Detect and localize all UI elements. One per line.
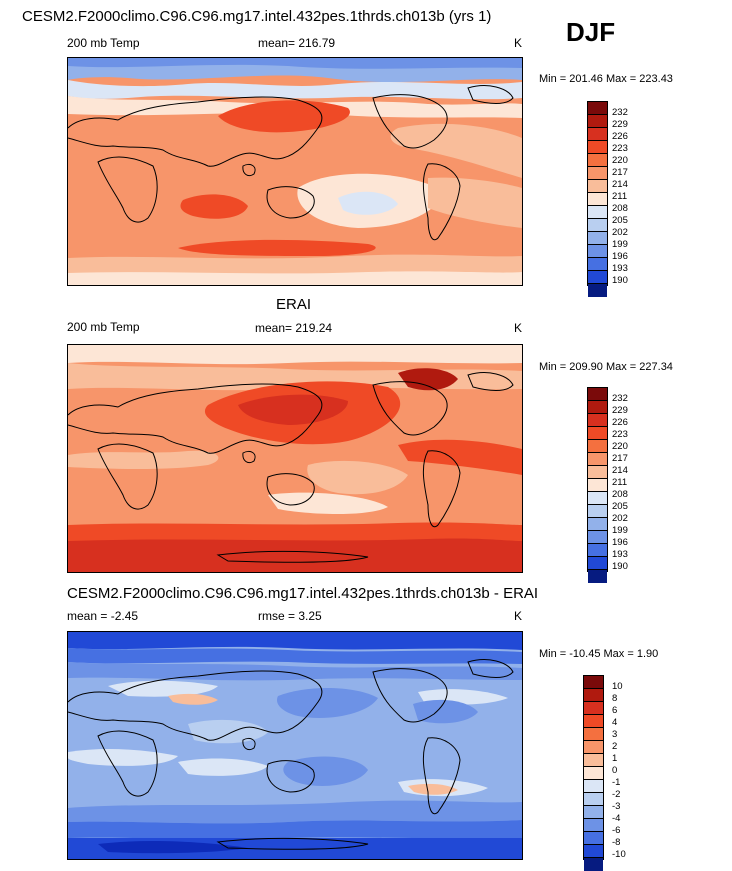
panel2-colorbar <box>587 387 608 583</box>
panel3-units-label: K <box>514 609 523 623</box>
panel3-map-svg <box>68 632 522 859</box>
colorbar-tick-label: 190 <box>612 275 628 286</box>
panel3-colorbar <box>583 675 604 871</box>
colorbar-tick-label: 232 <box>612 107 628 118</box>
panel3-title: CESM2.F2000climo.C96.C96.mg17.intel.432p… <box>67 585 539 602</box>
colorbar-tick-label: 217 <box>612 453 628 464</box>
colorbar-tick-label: 205 <box>612 215 628 226</box>
colorbar-tick-label: 2 <box>612 741 618 752</box>
panel3-mean-label: mean = -2.45 <box>67 609 139 623</box>
panel2-minmax: Min = 209.90 Max = 227.34 <box>539 361 673 373</box>
colorbar-tick-label: 4 <box>612 717 618 728</box>
panel1-colorbar <box>587 101 608 297</box>
colorbar-tick-label: -1 <box>612 777 621 788</box>
colorbar-tick-label: 229 <box>612 405 628 416</box>
colorbar-tick-label: 196 <box>612 251 628 262</box>
colorbar-tick-label: 3 <box>612 729 618 740</box>
colorbar-tick-label: 232 <box>612 393 628 404</box>
panel2-map-svg <box>68 345 522 572</box>
panel1-minmax: Min = 201.46 Max = 223.43 <box>539 73 673 85</box>
colorbar-tick-label: 208 <box>612 489 628 500</box>
panel2-map <box>67 344 523 573</box>
colorbar-tick-label: 193 <box>612 263 628 274</box>
colorbar-tick-label: 229 <box>612 119 628 130</box>
panel1-units-label: K <box>514 36 523 50</box>
colorbar-tick-label: 211 <box>612 477 628 488</box>
panel3-map <box>67 631 523 860</box>
panel2-variable-label: 200 mb Temp <box>67 320 140 334</box>
colorbar-tick-label: 202 <box>612 513 628 524</box>
colorbar-tick-label: 0 <box>612 765 618 776</box>
panel1-map <box>67 57 523 286</box>
colorbar-tick-label: 8 <box>612 693 618 704</box>
colorbar-tick-label: -2 <box>612 789 621 800</box>
colorbar-tick-label: -8 <box>612 837 621 848</box>
panel3-minmax: Min = -10.45 Max = 1.90 <box>539 648 659 660</box>
colorbar-tick-label: 226 <box>612 417 628 428</box>
colorbar-tick-label: 10 <box>612 681 623 692</box>
colorbar-tick-label: 223 <box>612 429 628 440</box>
panel1-map-svg <box>68 58 522 285</box>
colorbar-tick-label: 214 <box>612 465 628 476</box>
season-label: DJF <box>566 17 616 47</box>
colorbar-tick-label: 6 <box>612 705 618 716</box>
colorbar-tick-label: -3 <box>612 801 621 812</box>
colorbar-tick-label: 223 <box>612 143 628 154</box>
colorbar-tick-label: 190 <box>612 561 628 572</box>
colorbar-tick-label: 226 <box>612 131 628 142</box>
panel1-title: CESM2.F2000climo.C96.C96.mg17.intel.432p… <box>22 8 492 25</box>
colorbar-tick-label: 199 <box>612 239 628 250</box>
colorbar-tick-label: 220 <box>612 155 628 166</box>
colorbar-tick-label: -6 <box>612 825 621 836</box>
colorbar-tick-label: 211 <box>612 191 628 202</box>
colorbar-tick-label: 1 <box>612 753 618 764</box>
colorbar-tick-label: 205 <box>612 501 628 512</box>
colorbar-tick-label: -10 <box>612 849 626 860</box>
colorbar-tick-label: 208 <box>612 203 628 214</box>
colorbar-tick-label: 220 <box>612 441 628 452</box>
panel2-mean-label: mean= 219.24 <box>255 321 333 335</box>
panel3-rmse-label: rmse = 3.25 <box>258 609 322 623</box>
colorbar-tick-label: 214 <box>612 179 628 190</box>
colorbar-tick-label: 217 <box>612 167 628 178</box>
colorbar-tick-label: -4 <box>612 813 621 824</box>
panel2-units-label: K <box>514 321 523 335</box>
colorbar-tick-label: 196 <box>612 537 628 548</box>
panel1-variable-label: 200 mb Temp <box>67 36 140 50</box>
colorbar-tick-label: 199 <box>612 525 628 536</box>
colorbar-tick-label: 202 <box>612 227 628 238</box>
panel1-mean-label: mean= 216.79 <box>258 36 336 50</box>
colorbar-tick-label: 193 <box>612 549 628 560</box>
panel2-title: ERAI <box>276 296 312 313</box>
